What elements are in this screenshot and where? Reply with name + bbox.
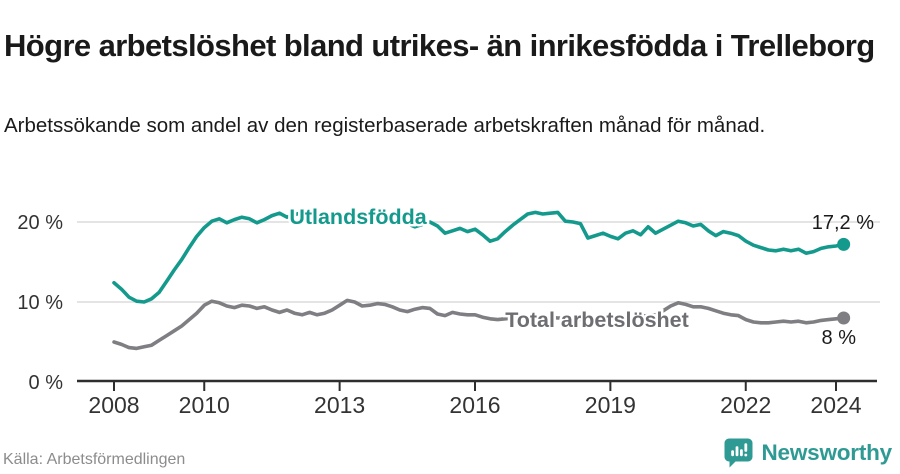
- y-tick-label: 20 %: [17, 212, 63, 234]
- bar-tall: [736, 446, 739, 457]
- series-line-utlandsfodda: [112, 210, 846, 304]
- series-label-total: Total arbetslöshet: [505, 308, 689, 332]
- bar-medium: [740, 449, 744, 457]
- y-tick-label: 10 %: [17, 292, 63, 314]
- x-tick-label: 2008: [88, 392, 139, 418]
- exclamation-bar: [744, 443, 748, 452]
- page-title: Högre arbetslöshet bland utrikes- än inr…: [4, 27, 875, 63]
- source-note: Källa: Arbetsförmedlingen: [3, 451, 186, 468]
- end-value-label-utlandsfodda: 17,2 %: [812, 212, 874, 234]
- chart-subtitle: Arbetssökande som andel av den registerb…: [4, 113, 766, 137]
- newsworthy-wordmark: Newsworthy: [761, 439, 892, 465]
- end-dot-total: [837, 311, 851, 325]
- x-tick-label: 2010: [179, 392, 230, 418]
- x-tick-label: 2019: [585, 392, 636, 418]
- x-tick-label: 2022: [720, 392, 771, 418]
- exclamation-dot: [744, 453, 748, 457]
- end-dot-utlandsfodda: [837, 237, 851, 251]
- bar-short: [731, 450, 735, 457]
- series-label-utlandsfodda: Utlandsfödda: [289, 205, 427, 229]
- speech-bubble-shape: [724, 438, 753, 468]
- x-tick-label: 2024: [810, 392, 861, 418]
- series-line-total: [112, 298, 846, 351]
- newsworthy-speech-bubble-bar-chart-icon: [724, 438, 753, 468]
- y-tick-label: 0 %: [29, 372, 64, 394]
- x-tick-label: 2013: [314, 392, 365, 418]
- line-chart: 2008 2010 2013 2016 2019 2022 2024 0 % 10 % 20 % U…: [17, 203, 880, 418]
- newsworthy-logo: Newsworthy: [724, 437, 892, 468]
- x-tick-label: 2016: [449, 392, 500, 418]
- end-value-label-total: 8 %: [822, 327, 857, 349]
